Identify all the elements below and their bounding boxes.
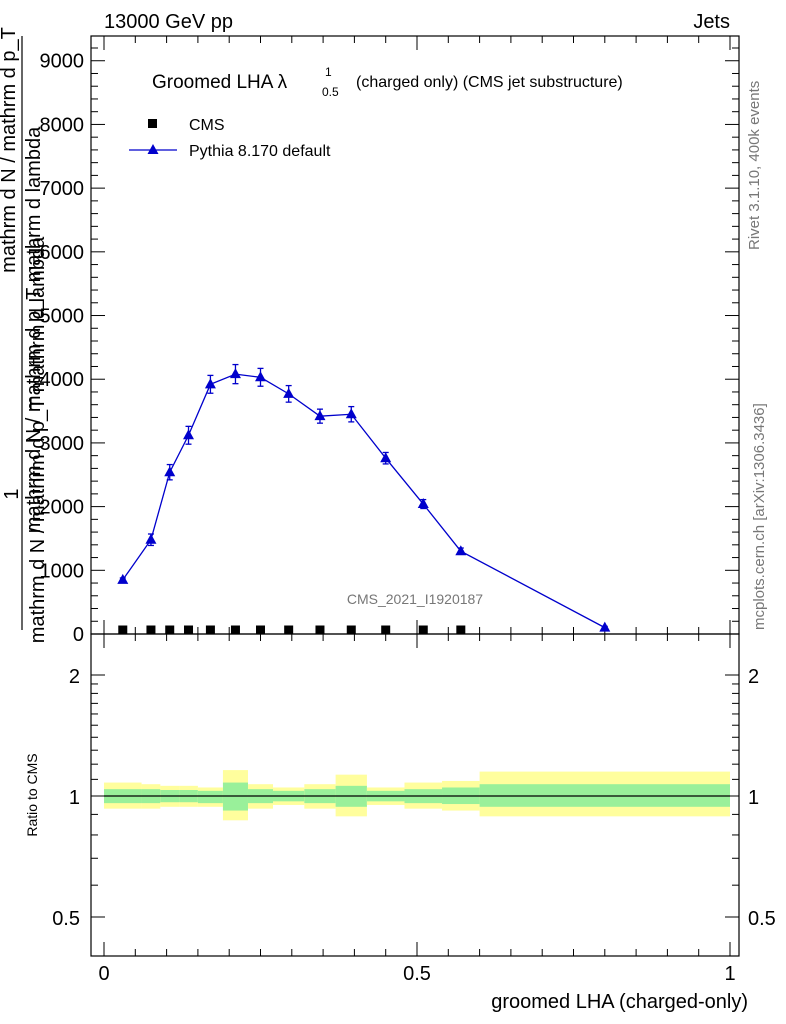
main-y-tick-label: 4000 xyxy=(40,369,85,391)
ratio-bands xyxy=(104,770,730,821)
pythia-point xyxy=(183,429,195,440)
ratio-inner-band xyxy=(197,790,223,804)
title-main: Groomed LHA λ xyxy=(152,72,288,93)
ratio-y-tick-label-right: 0.5 xyxy=(748,908,776,930)
cms-point xyxy=(456,625,466,635)
main-y-tick-label: 1000 xyxy=(40,560,85,582)
pythia-point xyxy=(417,498,429,509)
cms-point xyxy=(146,625,156,635)
x-tick-label: 0 xyxy=(98,963,109,985)
main-y-tick-label: 3000 xyxy=(40,433,85,455)
pythia-point xyxy=(455,545,467,556)
main-y-axis-label: 1 mathrm d N / mathrm d p_T mathrm d lam… xyxy=(0,27,49,643)
pythia-point xyxy=(145,533,157,544)
pythia-point xyxy=(164,466,176,477)
ylabel-overlay-3: mathrm d N / mathrm d p_T mathrm d lambd… xyxy=(27,236,49,643)
legend-pythia-marker xyxy=(147,144,159,154)
legend-pythia-label: Pythia 8.170 default xyxy=(189,143,331,160)
cms-point xyxy=(381,625,391,635)
cms-point xyxy=(315,625,325,635)
cms-point xyxy=(256,625,265,635)
title-super: 1 xyxy=(325,65,332,79)
pythia-point xyxy=(255,371,266,382)
main-y-tick-label: 5000 xyxy=(40,306,85,328)
main-y-tick-label: 2000 xyxy=(40,497,85,519)
ratio-frame xyxy=(90,633,740,957)
pythia-point xyxy=(117,573,129,584)
energy-label: 13000 GeV pp xyxy=(104,11,233,33)
pythia-point xyxy=(345,408,357,419)
cms-point xyxy=(118,625,128,635)
cms-point xyxy=(418,625,428,635)
ylabel-numerator: 1 xyxy=(1,488,23,499)
analysis-watermark: CMS_2021_I1920187 xyxy=(347,591,483,607)
chart-title: Groomed LHA λ 1 0.5 (charged only) (CMS … xyxy=(152,65,623,99)
pythia-point xyxy=(283,387,295,398)
main-y-tick-label: 6000 xyxy=(40,242,85,264)
pythia-point xyxy=(314,410,326,421)
cms-point xyxy=(184,625,194,635)
main-series xyxy=(117,363,611,635)
legend-cms-marker xyxy=(148,119,157,128)
ylabel-overlay-2: mathrm d N / mathrm d p_T xyxy=(0,27,20,273)
mcplots-label: mcplots.cern.ch [arXiv:1306.3436] xyxy=(751,403,768,630)
cms-point xyxy=(346,625,356,635)
pythia-point xyxy=(229,368,241,379)
ratio-y-tick-labels: 0.5 0.5 1 1 2 2 xyxy=(52,666,776,930)
ratio-y-tick-label-right: 2 xyxy=(748,666,759,688)
ratio-y-tick-label: 2 xyxy=(69,666,80,688)
cms-point xyxy=(230,625,240,635)
ratio-y-axis-label: Ratio to CMS xyxy=(24,753,40,836)
pythia-point xyxy=(204,378,216,389)
x-axis-label: groomed LHA (charged-only) xyxy=(491,991,748,1013)
legend-cms-label: CMS xyxy=(189,117,225,134)
ratio-x-tick-labels: 0 0.5 1 xyxy=(98,963,735,985)
ratio-y-tick-label: 0.5 xyxy=(52,908,80,930)
rivet-label: Rivet 3.1.10, 400k events xyxy=(746,81,763,250)
ratio-panel: 0.5 0.51 12 2 0 0.5 1 Ratio to CMS groomed LH… xyxy=(24,633,776,1013)
legend: CMS Pythia 8.170 default xyxy=(129,117,331,160)
title-suffix: (charged only) (CMS jet substructure) xyxy=(356,74,623,91)
ratio-y-tick-label-right: 1 xyxy=(748,787,759,809)
main-y-tick-label: 9000 xyxy=(40,51,85,73)
pythia-point xyxy=(599,621,611,632)
ratio-tick-marks xyxy=(91,634,739,956)
cms-point xyxy=(284,625,294,635)
process-label: Jets xyxy=(693,11,730,33)
main-y-tick-labels: 0 1000 2000 3000 4000 5000 6000 7000 8000 9000 xyxy=(40,51,85,646)
cms-point xyxy=(165,625,175,635)
cms-point xyxy=(205,625,215,635)
x-tick-label: 1 xyxy=(724,963,735,985)
main-tick-marks xyxy=(91,36,739,635)
main-y-tick-label: 8000 xyxy=(40,114,85,136)
main-panel: 0 1000 2000 3000 4000 5000 6000 7000 8000 9000 Gr… xyxy=(0,27,740,646)
title-sub: 0.5 xyxy=(322,85,339,99)
ratio-y-tick-label: 1 xyxy=(69,787,80,809)
ylabel-overlay-1: mathrm d N / mathrm d p_T mathrm d lambd… xyxy=(23,126,45,533)
main-y-tick-label: 7000 xyxy=(40,178,85,200)
pythia-point xyxy=(380,452,392,463)
x-tick-label: 0.5 xyxy=(403,963,431,985)
main-y-tick-label: 0 xyxy=(73,624,84,646)
pythia-line xyxy=(122,373,606,629)
